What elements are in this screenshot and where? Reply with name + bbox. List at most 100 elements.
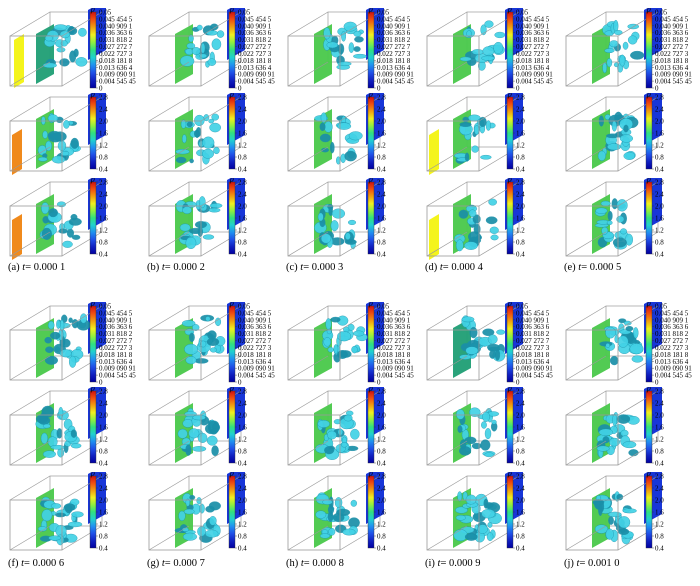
- colorbar-tick-label: 0.4: [238, 545, 247, 553]
- caption-label: (f): [8, 558, 22, 569]
- colorbar-title: ρ̄: [229, 472, 236, 478]
- colorbar-tick-label: 0.4: [516, 460, 525, 468]
- isosurface: [597, 111, 639, 161]
- colorbar-tick-label: 2.0: [99, 118, 108, 126]
- colorbar-tick-label: 0.022 727 3: [377, 50, 411, 58]
- colorbar-tick-label: 0.013 636 4: [99, 358, 133, 366]
- isosurface: [44, 313, 91, 368]
- colorbar-tick-label: 2.0: [377, 412, 386, 420]
- colorbar-tick-label: 0.4: [377, 166, 386, 174]
- colorbar-tick-label: 0.4: [99, 460, 108, 468]
- colorbar-tick-label: 0.004 545 45: [377, 372, 414, 380]
- colorbar-title: ρ̄: [368, 387, 375, 393]
- colorbar-tick-label: 0.018 181 8: [238, 57, 272, 65]
- colorbar-title: ρ̄: [646, 387, 653, 393]
- density-view: ρ̄ 2.8 2.4 2.0 1.6 1.2 0.8 0.4: [280, 379, 418, 471]
- colorbar-tick-label: 0.022 727 3: [99, 344, 133, 352]
- box-frame: [148, 379, 245, 466]
- colorbar-tick-label: 2.8: [238, 388, 247, 396]
- colorbar-density: ρ̄ 2.8 2.4 2.0 1.6 1.2 0.8 0.4: [645, 90, 664, 174]
- caption-variable: t: [576, 558, 580, 569]
- isosurface: [175, 196, 223, 250]
- colorbar-tick-label: 0.045 454 5: [516, 309, 550, 317]
- colorbar-density: ρ̄ 2.8 2.4 2.0 1.6 1.2 0.8 0.4: [645, 384, 664, 468]
- caption-label: (c): [286, 262, 301, 273]
- colorbar-tick-label: 0.05: [377, 303, 390, 311]
- colorbar-tick-label: 1.6: [516, 424, 525, 432]
- colorbar-tick-label: 0.022 727 3: [99, 50, 133, 58]
- colorbar-tick-label: 0.8: [99, 154, 108, 162]
- colorbar-tick-label: 0.4: [238, 251, 247, 259]
- colorbar-tick-label: 0.8: [238, 239, 247, 247]
- isosurface: [37, 496, 84, 546]
- colorbar-tick-label: 1.6: [377, 130, 386, 138]
- colorbar-tick-label: 0.009 090 91: [238, 365, 275, 373]
- inlet-plane: [429, 214, 439, 260]
- caption-variable: t: [161, 558, 165, 569]
- colorbar-tick-label: 0.004 545 45: [655, 372, 692, 380]
- isosurface: [37, 113, 81, 164]
- colorbar-tick-label: 2.4: [99, 191, 108, 199]
- colorbar-title: ρ̄: [90, 93, 97, 99]
- isosurface: [454, 198, 499, 252]
- colorbar-tick-label: 0.018 181 8: [655, 351, 689, 359]
- box-frame: [287, 0, 384, 87]
- colorbar-tick-label: 0.036 363 6: [99, 29, 133, 37]
- isosurface: [314, 112, 363, 165]
- box-frame: [9, 464, 106, 551]
- colorbar-density: ρ̄ 2.8 2.4 2.0 1.6 1.2 0.8 0.4: [367, 384, 386, 468]
- caption-variable: t: [578, 262, 582, 273]
- colorbar-tick-label: 0.022 727 3: [238, 344, 272, 352]
- colorbar-tick-label: 0.004 545 45: [99, 78, 136, 86]
- colorbar-tick-label: 0.031 818 2: [377, 36, 411, 44]
- colorbar-tick-label: 0.045 454 5: [655, 309, 689, 317]
- isosurface: [459, 315, 506, 362]
- colorbar-tick-label: 2.8: [238, 94, 247, 102]
- box-frame: [565, 85, 662, 172]
- isosurface: [179, 23, 225, 68]
- colorbar-tick-label: 0.027 272 7: [377, 337, 411, 345]
- inlet-plane: [12, 214, 22, 260]
- colorbar-density: ρ̄ 2.8 2.4 2.0 1.6 1.2 0.8 0.4: [645, 175, 664, 259]
- colorbar-tick-label: 0.013 636 4: [99, 64, 133, 72]
- colorbar-tick-label: 0.4: [516, 545, 525, 553]
- colorbar-tick-label: 0.031 818 2: [377, 330, 411, 338]
- colorbar-tick-label: 0: [655, 85, 659, 93]
- colorbar-density-fluctuation: ρ′ 0.050.045 454 50.040 909 10.036 363 60…: [506, 299, 553, 387]
- colorbar-tick-label: 0.040 909 1: [99, 316, 133, 324]
- colorbar-tick-label: 2.8: [655, 94, 664, 102]
- colorbar-tick-label: 0.022 727 3: [377, 344, 411, 352]
- colorbar-tick-label: 0.013 636 4: [377, 358, 411, 366]
- colorbar-title: ρ̄: [507, 472, 514, 478]
- density-view: ρ̄ 2.8 2.4 2.0 1.6 1.2 0.8 0.4: [419, 85, 557, 177]
- colorbar-tick-label: 2.4: [516, 485, 525, 493]
- colorbar-tick-label: 0.040 909 1: [655, 316, 689, 324]
- colorbar-tick-label: 1.2: [516, 521, 525, 529]
- colorbar-tick-label: 0.05: [655, 9, 668, 17]
- colorbar-title: ρ′: [646, 8, 653, 14]
- colorbar-title: ρ′: [368, 302, 375, 308]
- colorbar-title: ρ′: [507, 8, 514, 14]
- colorbar-tick-label: 0.013 636 4: [377, 64, 411, 72]
- density-view: ρ̄ 2.8 2.4 2.0 1.6 1.2 0.8 0.4: [280, 464, 418, 556]
- colorbar-tick-label: 0.040 909 1: [238, 316, 272, 324]
- caption-label: (b): [147, 262, 162, 273]
- colorbar-tick-label: 0.009 090 91: [99, 365, 136, 373]
- colorbar-tick-label: 0.040 909 1: [377, 22, 411, 30]
- colorbar-density-fluctuation: ρ′ 0.050.045 454 50.040 909 10.036 363 60…: [506, 5, 553, 93]
- colorbar-tick-label: 2.4: [99, 400, 108, 408]
- colorbar-density: ρ̄ 2.8 2.4 2.0 1.6 1.2 0.8 0.4: [367, 469, 386, 553]
- colorbar-tick-label: 0.018 181 8: [377, 57, 411, 65]
- colorbar-tick-label: 2.0: [99, 412, 108, 420]
- caption-variable: t: [300, 262, 304, 273]
- colorbar-tick-label: 0.4: [238, 460, 247, 468]
- panel-caption: (a) t= 0.000 1: [8, 262, 140, 273]
- colorbar-density-fluctuation: ρ′ 0.050.045 454 50.040 909 10.036 363 60…: [228, 299, 275, 387]
- colorbar-tick-label: 0.013 636 4: [655, 358, 689, 366]
- colorbar-tick-label: 0.013 636 4: [238, 358, 272, 366]
- caption-variable: t: [439, 262, 443, 273]
- colorbar-density-fluctuation: ρ′ 0.050.045 454 50.040 909 10.036 363 60…: [645, 5, 692, 93]
- colorbar-tick-label: 1.2: [238, 227, 247, 235]
